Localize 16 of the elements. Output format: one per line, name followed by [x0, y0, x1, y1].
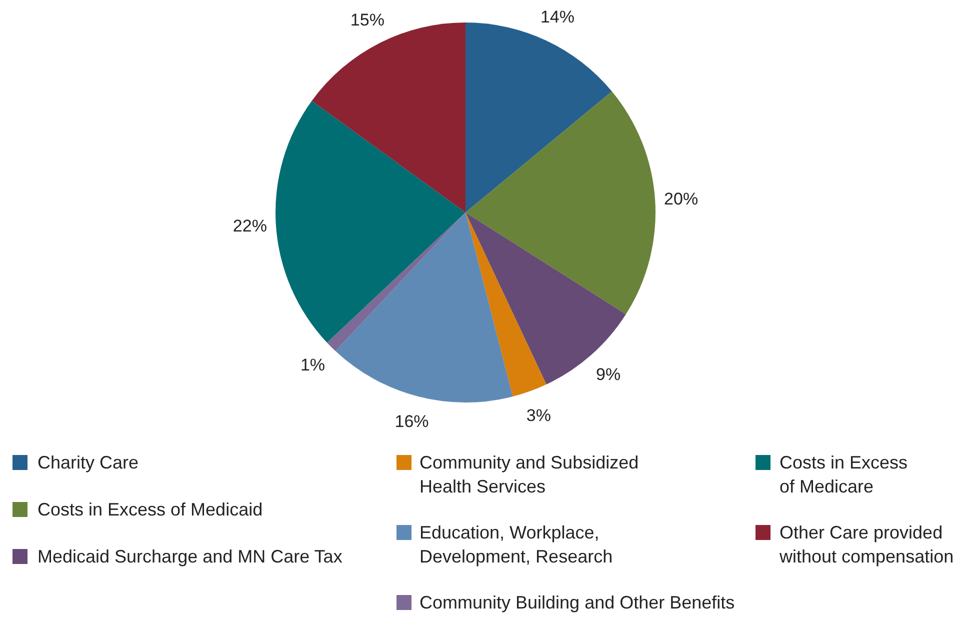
data-label: 1% — [300, 356, 326, 375]
legend-label: Costs in Excess of Medicare — [780, 452, 908, 496]
data-label: 9% — [596, 365, 621, 384]
legend-label: Medicaid Surcharge and MN Care Tax — [38, 546, 342, 566]
data-label: 14% — [540, 8, 574, 27]
data-label: 22% — [232, 216, 267, 236]
legend-label: Community Building and Other Benefits — [420, 592, 735, 612]
data-label: 20% — [664, 189, 698, 208]
data-label: 16% — [394, 412, 429, 432]
legend-label: Community and Subsidized Health Services — [420, 452, 639, 496]
legend-label: Education, Workplace, Development, Research — [420, 522, 613, 566]
data-label: 3% — [526, 406, 551, 426]
data-label: 15% — [350, 10, 384, 30]
legend-label: Charity Care — [38, 452, 139, 472]
legend-label: Costs in Excess of Medicaid — [38, 500, 263, 520]
legend-label: Other Care provided without compensation — [778, 522, 954, 566]
